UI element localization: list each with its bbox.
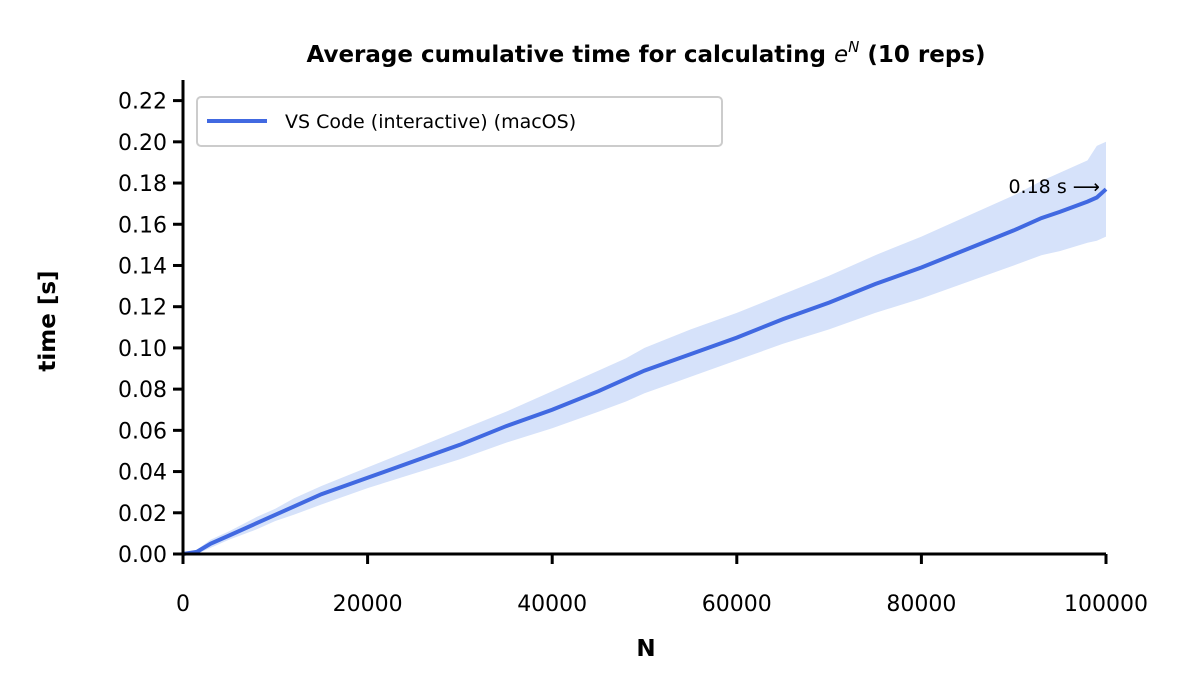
x-tick-label: 80000	[886, 592, 956, 617]
y-tick-label: 0.04	[118, 461, 167, 486]
series-line	[182, 187, 1108, 556]
confidence-band	[183, 141, 1106, 555]
y-tick-label: 0.20	[118, 131, 167, 156]
x-axis-title: N	[636, 636, 655, 662]
plot-area	[182, 141, 1108, 556]
y-tick-label: 0.14	[118, 254, 167, 279]
legend-label: VS Code (interactive) (macOS)	[285, 111, 576, 133]
x-tick-label: 0	[176, 592, 190, 617]
x-tick-label: 20000	[333, 592, 403, 617]
x-tick-label: 100000	[1064, 592, 1148, 617]
x-tick-label: 60000	[702, 592, 772, 617]
axes: 0 20000 40000 60000 80000 100000 0.00 0.02 0.04…	[118, 80, 1148, 617]
legend: VS Code (interactive) (macOS)	[196, 96, 723, 147]
y-ticks: 0.00 0.02 0.04 0.06 0.08 0.10 0.12 0.14 0.16 0.18…	[118, 90, 183, 568]
y-tick-label: 0.10	[118, 337, 167, 362]
y-tick-label: 0.06	[118, 419, 167, 444]
y-tick-label: 0.22	[118, 90, 167, 115]
y-tick-label: 0.00	[118, 543, 167, 568]
y-tick-label: 0.18	[118, 172, 167, 197]
end-value-annotation: 0.18 s ⟶	[1008, 176, 1100, 198]
legend-box	[196, 96, 723, 147]
y-tick-label: 0.08	[118, 378, 167, 403]
y-tick-label: 0.16	[118, 213, 167, 238]
x-ticks: 0 20000 40000 60000 80000 100000	[176, 554, 1148, 617]
y-tick-label: 0.12	[118, 296, 167, 321]
y-axis-title: time [s]	[35, 270, 61, 371]
x-tick-label: 40000	[517, 592, 587, 617]
chart-title: Average cumulative time for calculating …	[306, 38, 985, 68]
y-tick-label: 0.02	[118, 502, 167, 527]
